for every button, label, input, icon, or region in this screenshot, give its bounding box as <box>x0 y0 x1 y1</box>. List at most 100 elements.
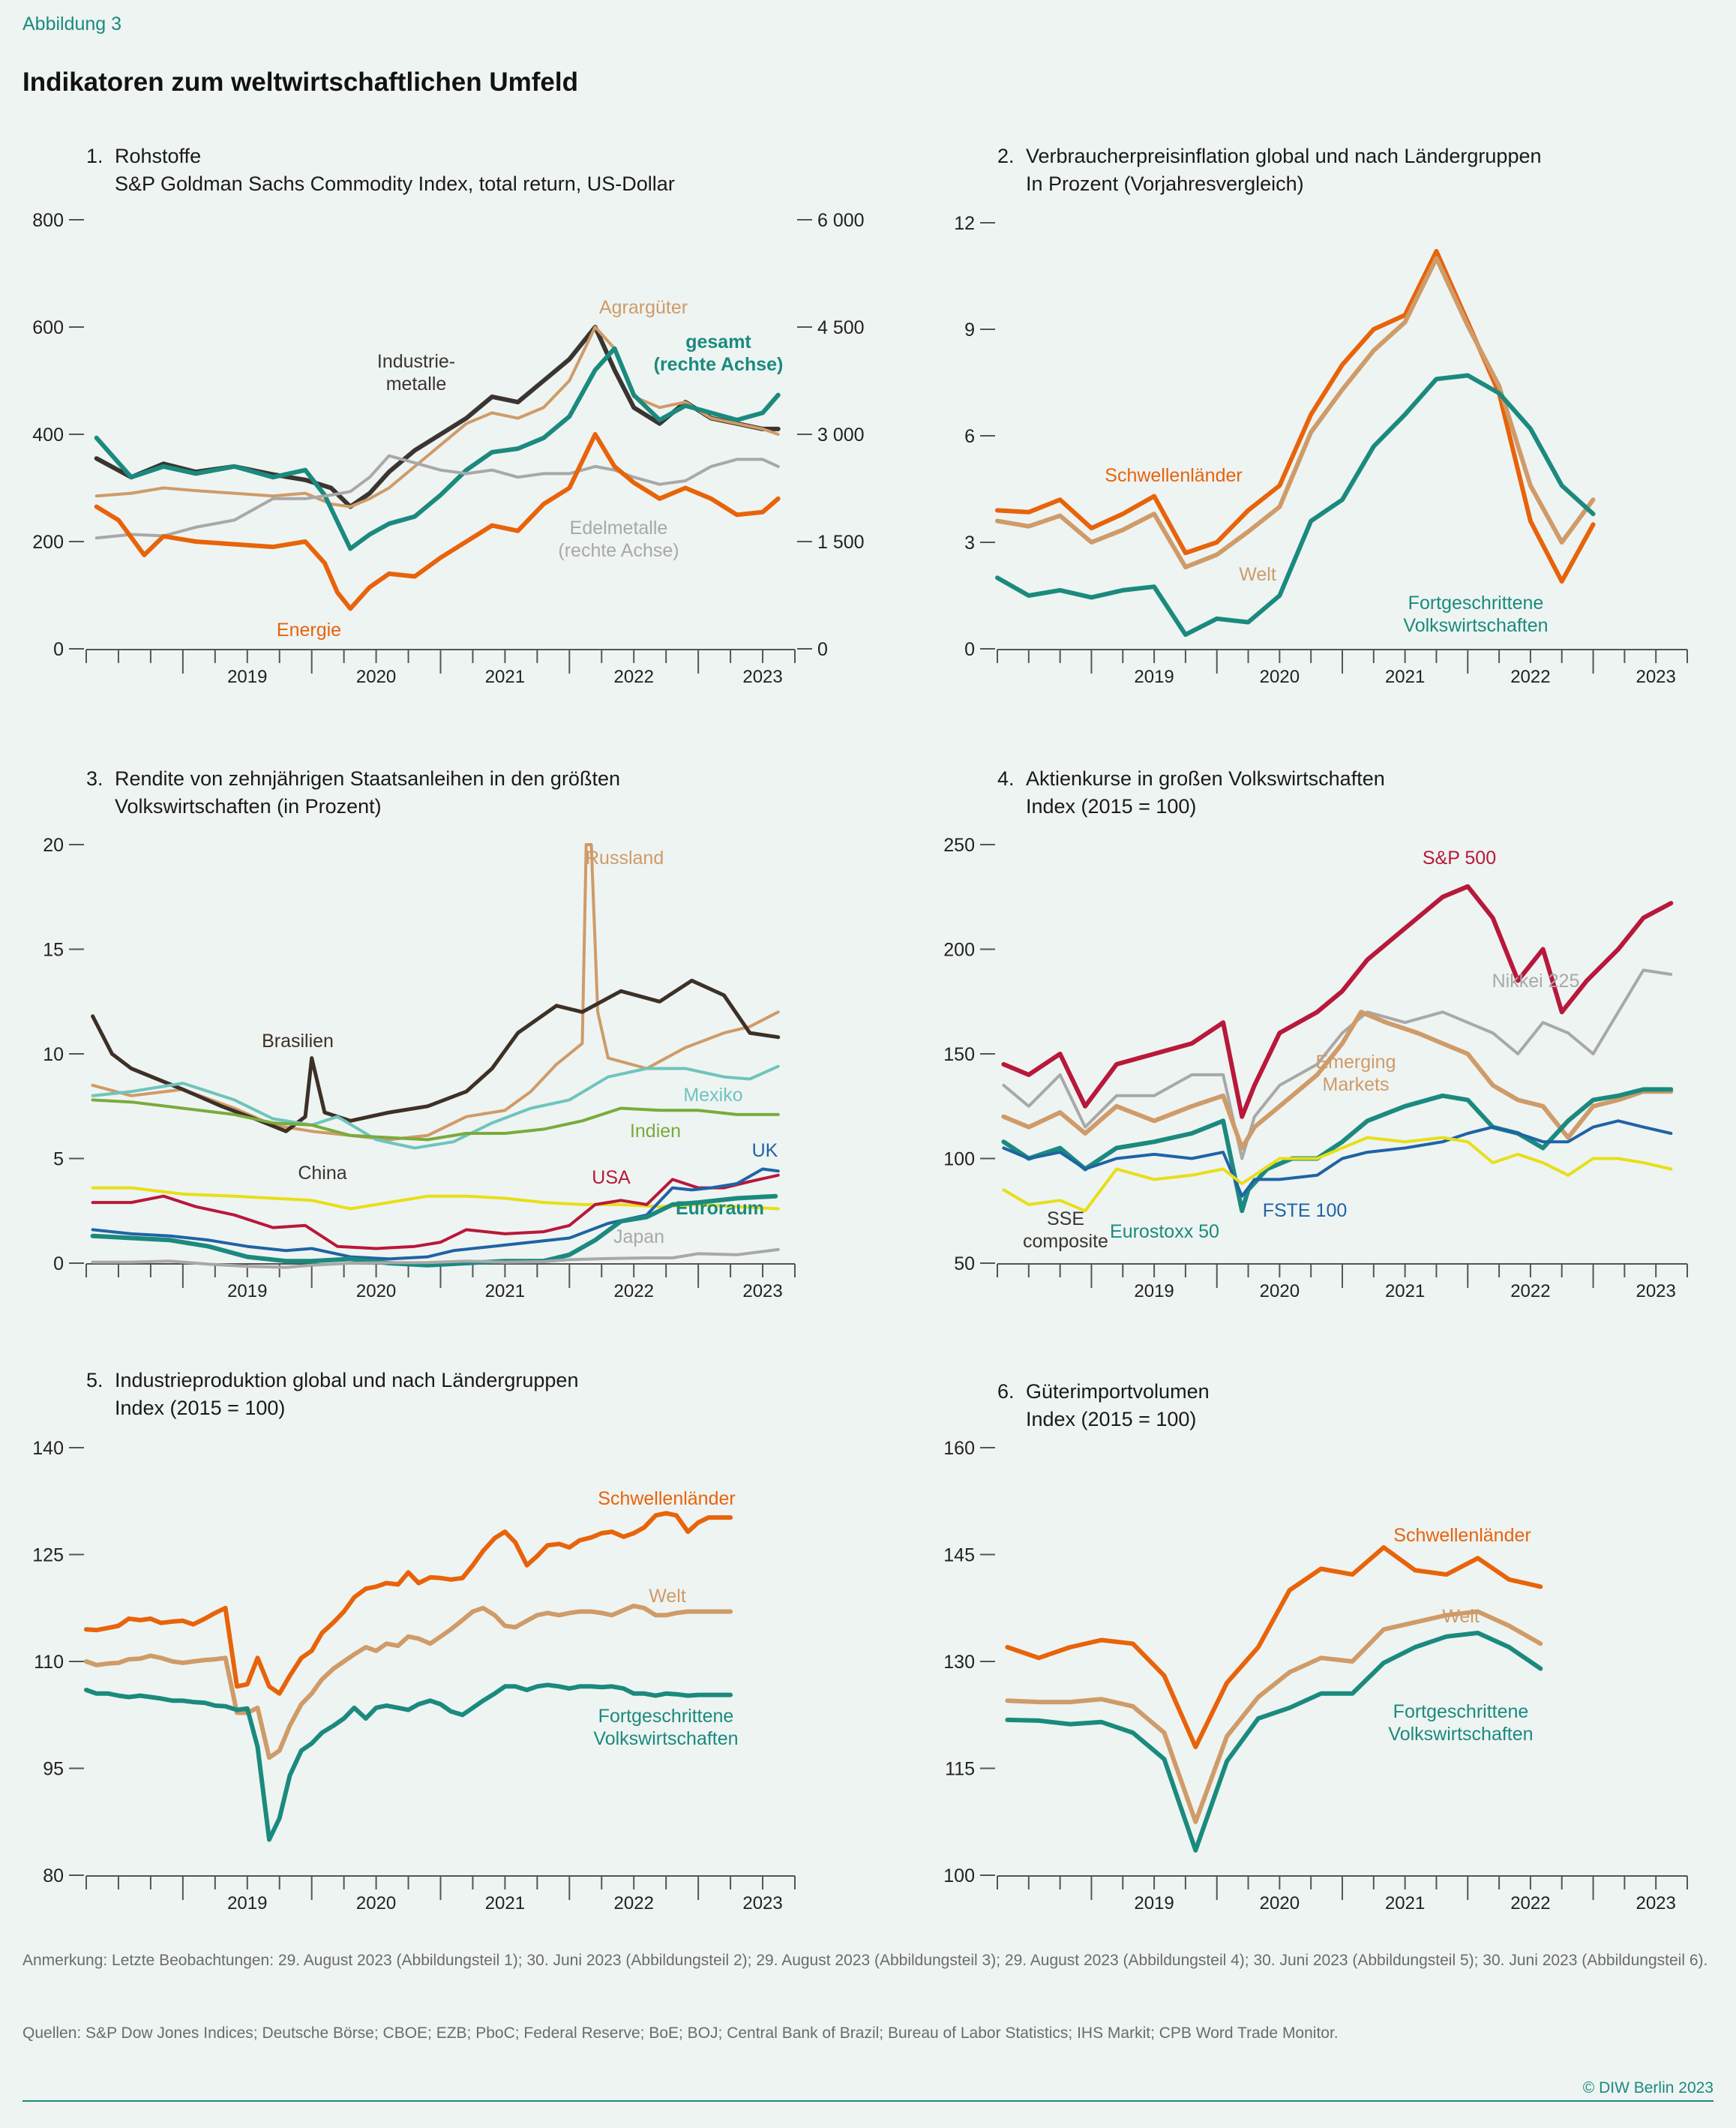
panel-4-number: 4. <box>997 767 1015 790</box>
p6-label-schwellen: Schwellenländer <box>1393 1525 1531 1546</box>
p6-series-schwellenl-nder <box>1005 1545 1543 1749</box>
p3-series-brasilien <box>91 978 781 1133</box>
p5-year-label: 2021 <box>485 1893 525 1913</box>
p1-label-agrar: Agrargüter <box>599 297 688 318</box>
panel-2-subtitle: In Prozent (Vorjahresvergleich) <box>1026 173 1304 195</box>
p2-ytick-label: 6 <box>964 426 975 447</box>
p5-series-fortgeschrittene-volkswirtschaften <box>84 1682 733 1842</box>
p1-label-edel: Edelmetalle <box>570 518 668 539</box>
panel-3: 3. Rendite von zehnjährigen Staatsanleihe… <box>0 765 862 1380</box>
p4-label-eurostoxx: Eurostoxx 50 <box>1110 1221 1219 1242</box>
p5-label-fortg: Fortgeschrittene <box>598 1706 734 1727</box>
panel-5-number: 5. <box>86 1369 103 1391</box>
p2-series-schwellenl-nder <box>995 248 1596 584</box>
p1-ytick-label: 600 <box>32 317 64 338</box>
p5-year-label: 2019 <box>227 1893 267 1913</box>
p3-year-label: 2019 <box>227 1281 267 1301</box>
p3-label-china: China <box>298 1163 346 1184</box>
panel-6-heading: Güterimportvolumen <box>1026 1380 1210 1403</box>
p1-ytick-label: 400 <box>32 425 64 446</box>
p4-ytick-label: 100 <box>943 1149 975 1170</box>
panel-6-number: 6. <box>997 1380 1015 1403</box>
p2-ytick-label: 12 <box>954 213 975 234</box>
panel-3-title: 3. Rendite von zehnjährigen Staatsanleihe… <box>86 765 620 821</box>
p2-year-label: 2020 <box>1260 667 1300 687</box>
panel-1: 1. Rohstoffe S&P Goldman Sachs Commodity … <box>0 143 865 758</box>
p4-year-label: 2021 <box>1385 1281 1425 1301</box>
chart-gueterimport: 100 115 130 145 160 2019 2020 2021 2022 2023 Schwe… <box>943 1438 1688 1913</box>
p1-year-label: 2022 <box>614 667 654 687</box>
bottom-rule <box>22 2100 1714 2102</box>
p4-label-ftse: FSTE 100 <box>1263 1200 1348 1221</box>
p3-label-usa: USA <box>592 1167 631 1188</box>
p1-series-edelmetalle-rechte-achse- <box>94 454 780 540</box>
p1-year-label: 2019 <box>227 667 267 687</box>
p1-ytick-right-label: 4 500 <box>817 317 865 338</box>
p3-ytick-label: 10 <box>43 1044 64 1065</box>
p1-ytick-right-label: 0 <box>817 639 828 660</box>
p6-label-fortg: Fortgeschrittene <box>1393 1701 1529 1722</box>
p6-ytick-label: 100 <box>943 1865 975 1886</box>
p3-year-label: 2023 <box>742 1281 782 1301</box>
p4-ytick-label: 200 <box>943 940 975 961</box>
p2-series-fortgeschrittene-volkswirtschaften <box>995 373 1596 638</box>
copyright: © DIW Berlin 2023 <box>1582 2079 1714 2096</box>
p4-series-sse-composite <box>1002 1136 1673 1213</box>
p3-label-uk: UK <box>752 1140 778 1161</box>
p1-year-label: 2020 <box>356 667 396 687</box>
p3-year-label: 2020 <box>356 1281 396 1301</box>
p6-year-label: 2021 <box>1385 1893 1425 1913</box>
p1-label-industrie: Industrie- <box>377 351 455 372</box>
panel-5-subtitle: Index (2015 = 100) <box>115 1397 286 1419</box>
p4-label-nikkei: Nikkei 225 <box>1492 971 1580 992</box>
p6-ytick-label: 130 <box>943 1652 975 1673</box>
panel-2-number: 2. <box>997 145 1015 167</box>
p1-ytick-right-label: 1 500 <box>817 532 865 553</box>
p6-year-label: 2020 <box>1260 1893 1300 1913</box>
p1-ytick-right-label: 3 000 <box>817 425 865 446</box>
panel-1-title: 1. Rohstoffe S&P Goldman Sachs Commodity … <box>86 143 675 198</box>
p1-label-gesamt: (rechte Achse) <box>654 354 784 375</box>
p4-ytick-label: 50 <box>954 1253 975 1274</box>
panel-4-heading: Aktienkurse in großen Volkswirtschaften <box>1026 767 1385 790</box>
p2-year-label: 2019 <box>1134 667 1174 687</box>
p5-year-label: 2022 <box>614 1893 654 1913</box>
note-quellen: Quellen: S&P Dow Jones Indices; Deutsche… <box>22 2024 1339 2042</box>
p3-series-euroraum <box>90 1193 778 1268</box>
p1-ytick-label: 0 <box>53 639 64 660</box>
p3-label-japan: Japan <box>613 1226 664 1247</box>
panel-3-heading: Rendite von zehnjährigen Staatsanleihen … <box>115 767 620 790</box>
p2-label-fortg: Fortgeschrittene <box>1408 593 1544 614</box>
p3-label-russland: Russland <box>586 848 664 869</box>
p2-ytick-label: 9 <box>964 320 975 341</box>
p5-ytick-label: 140 <box>32 1438 64 1459</box>
p3-label-indien: Indien <box>630 1121 681 1142</box>
p3-series-indien <box>91 1098 780 1142</box>
p2-year-label: 2022 <box>1510 667 1550 687</box>
p1-label-edel: (rechte Achse) <box>558 540 679 561</box>
p1-series-gesamt-rechte-achse- <box>94 346 781 551</box>
panel-1-number: 1. <box>86 145 103 167</box>
p4-series-fste-100 <box>1002 1119 1673 1198</box>
p1-year-label: 2023 <box>742 667 782 687</box>
p1-series-energie <box>94 432 781 611</box>
p5-year-label: 2020 <box>356 1893 396 1913</box>
panel-1-heading: Rohstoffe <box>115 145 202 167</box>
p4-year-label: 2023 <box>1636 1281 1675 1301</box>
p1-series-agrarg-ter <box>94 326 780 509</box>
p5-ytick-label: 110 <box>34 1652 64 1673</box>
chart-inflation: 0 3 6 9 12 2019 2020 2021 2022 2023 Schwellenlände… <box>954 213 1688 687</box>
p4-ytick-label: 250 <box>943 835 975 856</box>
p2-label-fortg: Volkswirtschaften <box>1403 615 1548 636</box>
panel-4-title: 4. Aktienkurse in großen Volkswirtschafte… <box>997 765 1385 821</box>
p5-year-label: 2023 <box>742 1893 782 1913</box>
note-anmerkung: Anmerkung: Letzte Beobachtungen: 29. Aug… <box>22 1952 1708 1969</box>
p2-ytick-label: 0 <box>964 639 975 660</box>
figure-title: Indikatoren zum weltwirtschaftlichen Umf… <box>22 68 578 97</box>
p5-series-schwellenl-nder <box>84 1511 733 1696</box>
p5-series-welt <box>84 1603 733 1760</box>
p4-ytick-label: 150 <box>943 1044 975 1065</box>
p4-label-em: Markets <box>1323 1074 1390 1095</box>
panel-6: 6. Güterimportvolumen Index (2015 = 100) … <box>874 1378 1736 1993</box>
p6-ytick-label: 145 <box>943 1545 975 1566</box>
